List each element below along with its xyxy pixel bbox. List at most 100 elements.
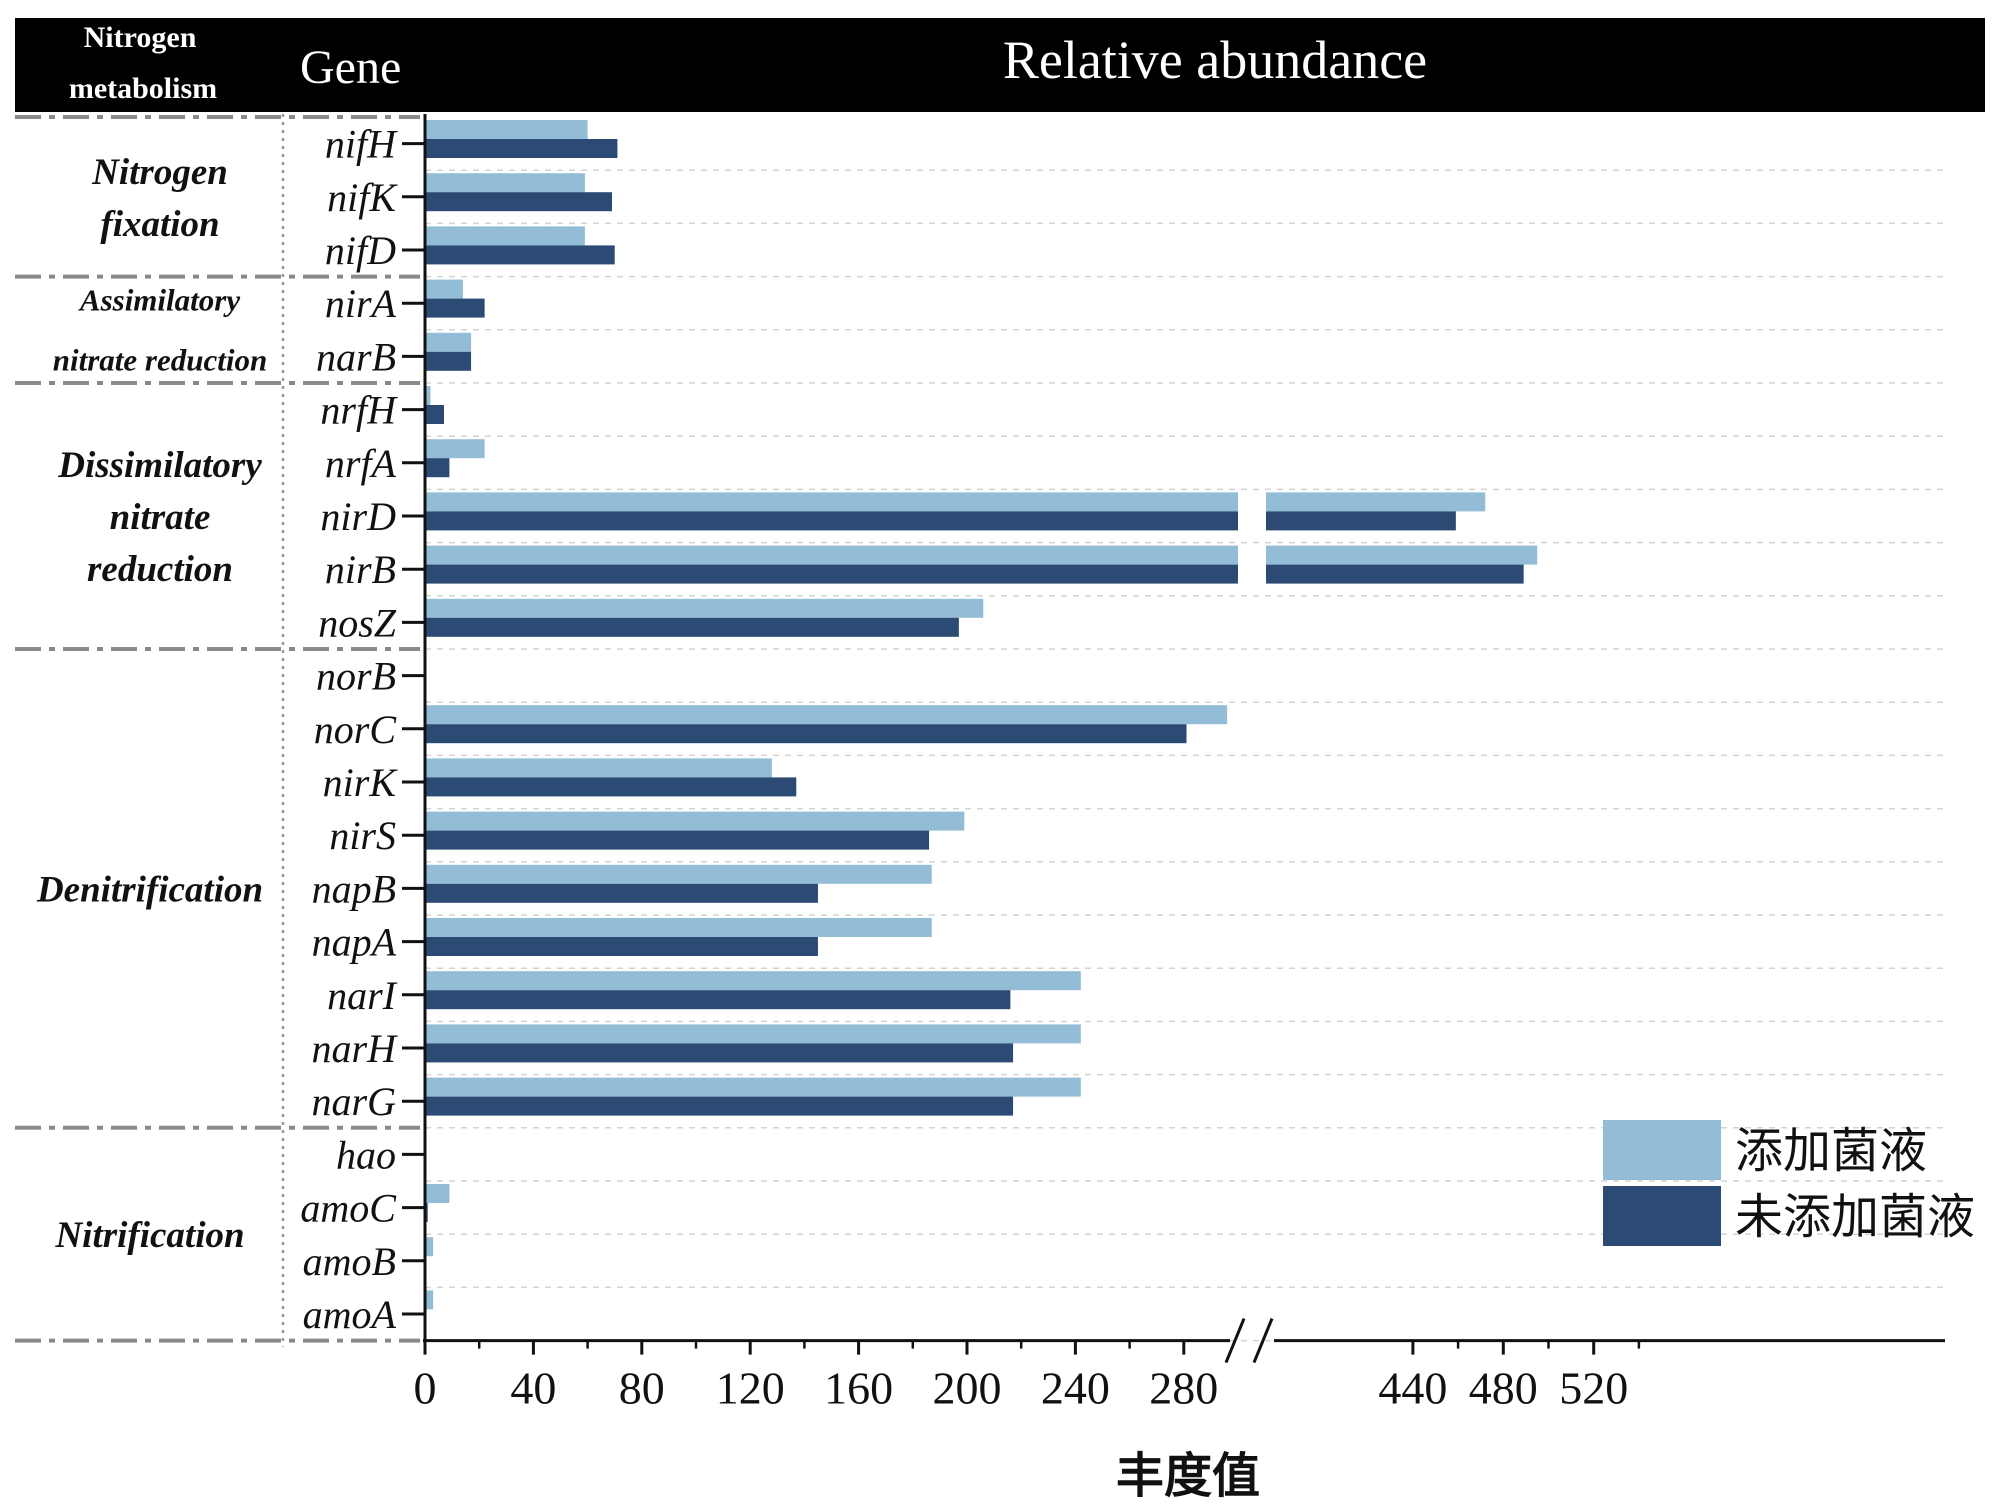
x-tick-label: 280 — [1149, 1363, 1218, 1414]
bar — [425, 830, 930, 850]
group-label: fixation — [100, 204, 219, 245]
gene-label: napB — [312, 866, 396, 911]
gene-label: norC — [314, 707, 398, 752]
bar — [425, 173, 585, 193]
axes — [402, 114, 1945, 1364]
x-tick-label: 200 — [933, 1363, 1002, 1414]
bar — [425, 811, 965, 831]
gene-label: narI — [327, 973, 398, 1018]
bar — [425, 918, 932, 937]
header-gene: Gene — [300, 41, 401, 94]
bar — [1266, 492, 1486, 512]
header-metabolism-line1: Nitrogen — [84, 21, 197, 54]
bar — [425, 1024, 1081, 1044]
gene-label: nifK — [327, 175, 398, 220]
bar — [425, 332, 472, 352]
chart-title: Relative abundance — [1003, 30, 1427, 90]
bar — [425, 564, 1238, 584]
bar — [425, 192, 612, 212]
x-tick-label: 120 — [716, 1363, 785, 1414]
gene-label: amoA — [303, 1292, 397, 1337]
bar — [425, 439, 485, 459]
gene-label: nirA — [325, 281, 397, 326]
gene-label: narH — [312, 1026, 399, 1071]
bar — [425, 298, 485, 318]
bar — [425, 1290, 434, 1310]
gene-label: napA — [312, 920, 397, 965]
header-metabolism-line2: metabolism — [69, 72, 217, 105]
bar — [425, 245, 615, 265]
bar — [1266, 564, 1524, 584]
bar — [425, 545, 1238, 565]
labels: Nitrogen fixation Assimilatory nitrate redu… — [36, 122, 1628, 1414]
gene-label: nrfA — [325, 441, 397, 486]
bar — [425, 777, 797, 797]
bar — [425, 1043, 1014, 1063]
gene-label: amoC — [300, 1186, 397, 1231]
group-label: Nitrification — [54, 1215, 244, 1256]
group-label: nitrate — [110, 497, 211, 538]
gene-label: hao — [336, 1132, 396, 1177]
gene-label: nosZ — [318, 600, 397, 645]
group-label: Nitrogen — [91, 152, 228, 193]
gene-label: nifD — [325, 228, 396, 273]
header-band — [15, 18, 1985, 112]
group-label: Assimilatory — [78, 283, 240, 318]
bar — [425, 279, 463, 299]
bar — [425, 1237, 434, 1257]
group-label: Denitrification — [36, 869, 263, 910]
bar — [425, 492, 1238, 512]
gene-label: nirS — [329, 813, 396, 858]
gene-label: narG — [312, 1079, 397, 1124]
bar — [425, 386, 431, 405]
bar — [1266, 545, 1538, 565]
x-tick-label: 160 — [824, 1363, 893, 1414]
gridlines — [425, 169, 1945, 1342]
bar — [425, 1077, 1081, 1097]
x-axis-label: 丰度值 — [1116, 1448, 1260, 1504]
bar — [425, 705, 1228, 725]
bar — [425, 511, 1238, 531]
x-tick-label: 520 — [1559, 1363, 1628, 1414]
x-tick-label: 480 — [1469, 1363, 1538, 1414]
bar — [425, 1184, 450, 1203]
group-separators — [15, 114, 420, 1347]
gene-label: narB — [316, 334, 396, 379]
gene-label: nirK — [323, 760, 399, 805]
axis-break-mark — [1252, 1318, 1274, 1364]
x-tick-label: 0 — [414, 1363, 437, 1414]
bars — [425, 120, 1538, 1310]
gene-label: amoB — [303, 1239, 396, 1284]
bar — [425, 351, 472, 371]
gene-label: nrfH — [320, 388, 398, 433]
bar — [425, 405, 444, 424]
x-tick-label: 440 — [1378, 1363, 1447, 1414]
bar — [425, 990, 1011, 1010]
bar — [425, 971, 1081, 991]
x-tick-label: 240 — [1041, 1363, 1110, 1414]
bar — [425, 883, 818, 903]
bar — [425, 598, 984, 618]
legend-label-not-added: 未添加菌液 — [1735, 1189, 1975, 1245]
bar — [425, 617, 959, 637]
x-tick-label: 80 — [619, 1363, 665, 1414]
bar — [425, 864, 932, 884]
group-label: reduction — [87, 549, 233, 590]
bar — [425, 226, 585, 246]
bar — [425, 758, 772, 778]
bar — [425, 937, 818, 956]
bar — [425, 724, 1187, 744]
axis-break-mark — [1224, 1318, 1246, 1364]
bar — [425, 120, 588, 139]
legend: 添加菌液 未添加菌液 — [1603, 1120, 1975, 1246]
bar — [1266, 511, 1456, 531]
legend-label-added: 添加菌液 — [1735, 1123, 1927, 1179]
gene-label: nirB — [325, 547, 396, 592]
x-tick-label: 40 — [510, 1363, 556, 1414]
gene-label: norB — [316, 654, 396, 699]
gene-label: nifH — [325, 122, 398, 167]
group-label: nitrate reduction — [53, 343, 267, 378]
bar — [425, 1096, 1014, 1116]
legend-swatch-not-added — [1603, 1186, 1721, 1246]
